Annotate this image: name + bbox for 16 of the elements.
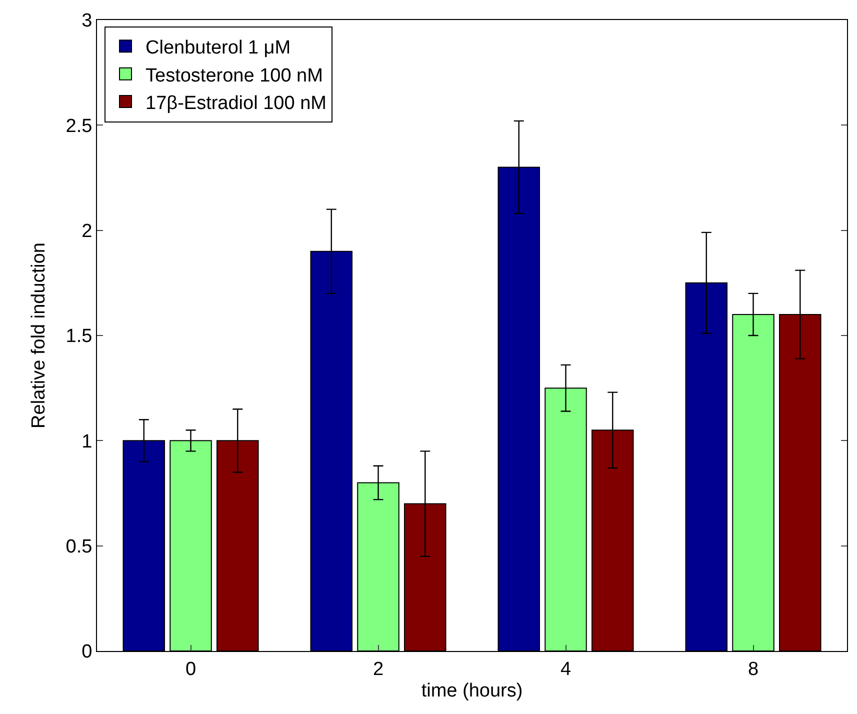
x-tick-label: 8 bbox=[748, 658, 759, 680]
x-axis-title: time (hours) bbox=[421, 680, 523, 702]
y-tick-label: 2 bbox=[82, 220, 92, 242]
y-tick-label: 1 bbox=[82, 431, 92, 452]
x-tick-label: 0 bbox=[185, 658, 196, 680]
y-tick-label: 0.5 bbox=[66, 536, 92, 558]
y-tick-label: 0 bbox=[82, 642, 92, 663]
y-tick-label: 1.5 bbox=[66, 326, 92, 348]
legend-label: 17β-Estradiol 100 nM bbox=[146, 92, 326, 114]
x-tick-label: 4 bbox=[560, 658, 572, 680]
y-tick-label: 2.5 bbox=[66, 116, 92, 137]
y-tick-label: 3 bbox=[82, 10, 92, 32]
legend-label: Testosterone 100 nM bbox=[146, 65, 323, 86]
y-axis-title: Relative fold induction bbox=[28, 242, 50, 428]
legend-label: Clenbuterol 1 μM bbox=[146, 38, 291, 59]
x-tick-label: 2 bbox=[372, 658, 384, 680]
